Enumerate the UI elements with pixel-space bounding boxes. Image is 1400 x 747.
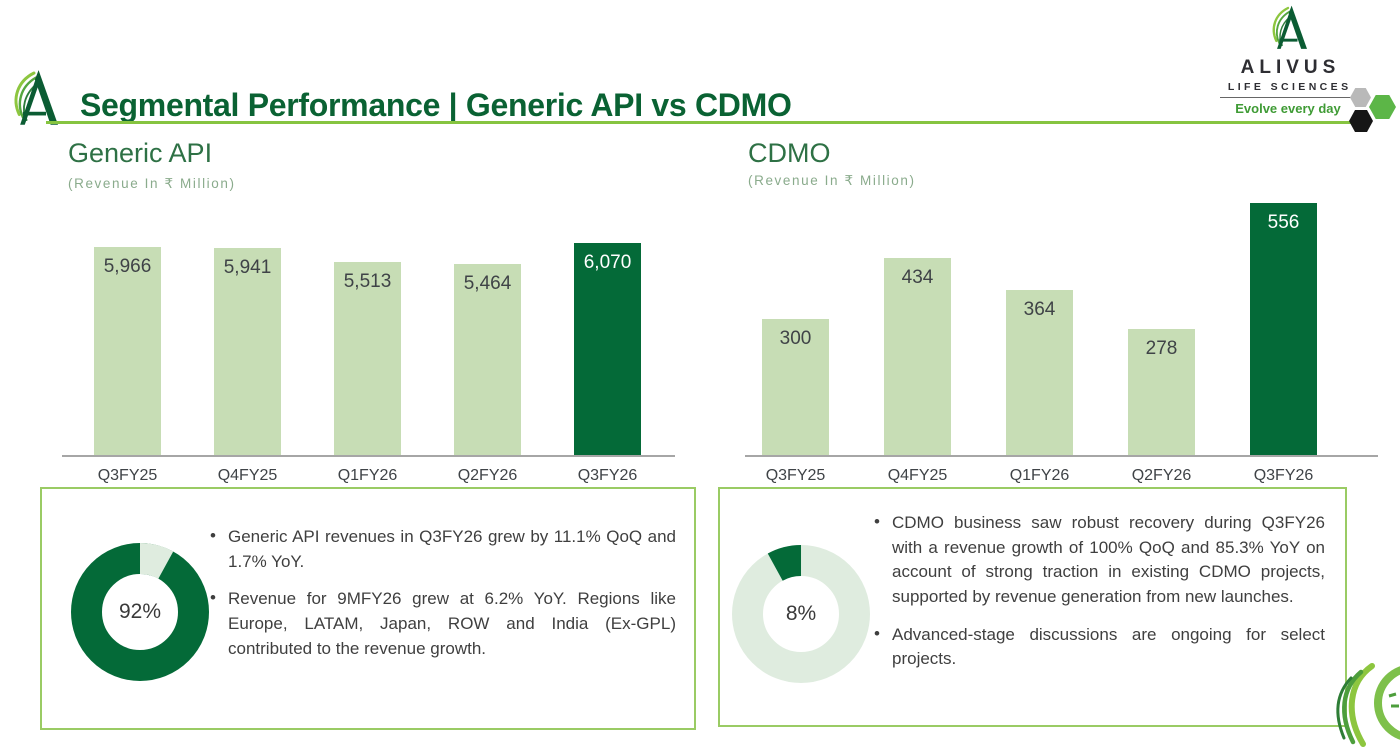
bar-value-label: 5,513 — [343, 271, 392, 292]
bar-value-label: 556 — [1267, 212, 1300, 233]
logo-divider — [1220, 97, 1356, 98]
bar-q2fy26: 5,464 — [454, 264, 521, 455]
hexagon-green-icon — [1369, 95, 1396, 119]
cdmo-bullet-list: CDMO business saw robust recovery during… — [870, 510, 1325, 685]
bar-value-label: 5,966 — [103, 256, 152, 277]
bar-value-label: 5,464 — [463, 273, 512, 294]
page-title: Segmental Performance | Generic API vs C… — [80, 87, 792, 124]
bullet-item: Generic API revenues in Q3FY26 grew by 1… — [206, 524, 676, 574]
bar-value-label: 6,070 — [583, 252, 632, 273]
hexagon-gray-icon — [1350, 88, 1371, 107]
x-axis-label: Q3FY25 — [97, 467, 158, 484]
x-axis-label: Q2FY26 — [1131, 467, 1192, 484]
generic-api-bullet-list: Generic API revenues in Q3FY26 grew by 1… — [206, 524, 676, 674]
x-axis-label: Q3FY26 — [1253, 467, 1314, 484]
bar-q4fy25: 434 — [884, 258, 951, 455]
bullet-item: Advanced-stage discussions are ongoing f… — [870, 622, 1325, 672]
bar-q1fy26: 364 — [1006, 290, 1073, 455]
bar-q3fy25: 300 — [762, 319, 829, 455]
hexagon-black-icon — [1349, 110, 1373, 132]
alivus-logo: ALIVUS LIFE SCIENCES Evolve every day — [1218, 4, 1358, 116]
alivus-a-mark-icon — [1272, 5, 1307, 49]
x-axis-label: Q4FY25 — [887, 467, 948, 484]
x-axis-label: Q3FY25 — [765, 467, 826, 484]
bar-value-label: 5,941 — [223, 257, 272, 278]
x-axis-label: Q1FY26 — [337, 467, 398, 484]
x-axis-label: Q4FY25 — [217, 467, 278, 484]
x-axis-label: Q3FY26 — [577, 467, 638, 484]
cdmo-donut-chart: 8% — [728, 541, 874, 687]
logo-subtitle: LIFE SCIENCES — [1227, 81, 1352, 93]
bar-value-label: 364 — [1023, 299, 1056, 320]
generic-api-subheading: (Revenue In ₹ Million) — [68, 176, 236, 191]
x-axis-line — [745, 455, 1378, 457]
bullet-item: Revenue for 9MFY26 grew at 6.2% YoY. Reg… — [206, 586, 676, 661]
bar-value-label: 300 — [779, 328, 812, 349]
cdmo-subheading: (Revenue In ₹ Million) — [748, 173, 916, 188]
x-axis-label: Q1FY26 — [1009, 467, 1070, 484]
generic-api-bar-chart: 5,966 5,941 5,513 5,464 6,070 Q3FY25 Q4FY25 Q1F… — [62, 230, 675, 485]
bar-q1fy26: 5,513 — [334, 262, 401, 455]
header-divider — [46, 121, 1360, 124]
generic-api-heading: Generic API — [68, 138, 213, 168]
x-axis-line — [62, 455, 675, 457]
bar-q3fy25: 5,966 — [94, 247, 161, 455]
alivus-a-mark-icon — [14, 70, 58, 125]
donut-center-label: 92% — [118, 600, 162, 623]
generic-api-donut-chart: 92% — [67, 539, 213, 685]
corner-swoosh-icon — [1336, 663, 1400, 747]
bar-value-label: 434 — [901, 267, 934, 288]
cdmo-insight-box: 8% CDMO business saw robust recovery dur… — [718, 487, 1347, 727]
logo-name: ALIVUS — [1240, 57, 1341, 78]
bar-value-label: 278 — [1145, 338, 1178, 359]
bar-q2fy26: 278 — [1128, 329, 1195, 455]
bullet-item: CDMO business saw robust recovery during… — [870, 510, 1325, 610]
bar-q3fy26: 556 — [1250, 203, 1317, 455]
cdmo-bar-chart: 300 434 364 278 556 Q3FY25 Q4FY25 Q1FY26 Q2FY26 Q… — [745, 200, 1378, 485]
bar-q4fy25: 5,941 — [214, 248, 281, 455]
cdmo-heading: CDMO — [748, 138, 831, 168]
bar-q3fy26: 6,070 — [574, 243, 641, 455]
logo-tagline: Evolve every day — [1235, 101, 1341, 116]
x-axis-label: Q2FY26 — [457, 467, 518, 484]
donut-center-label: 8% — [785, 602, 817, 625]
generic-api-insight-box: 92% Generic API revenues in Q3FY26 grew … — [40, 487, 696, 730]
